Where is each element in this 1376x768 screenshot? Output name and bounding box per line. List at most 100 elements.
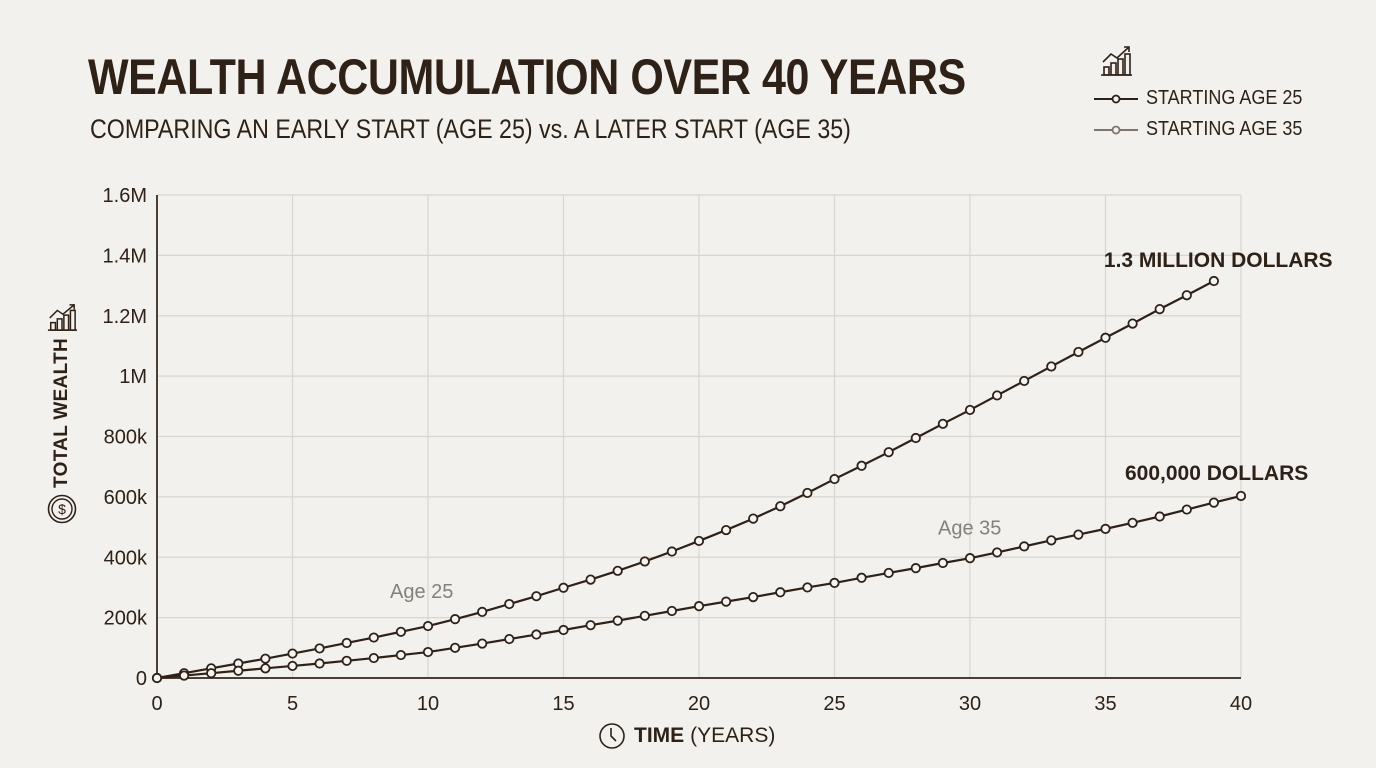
- data-point-marker: [856, 572, 867, 583]
- y-tick-label: 800k: [104, 427, 148, 449]
- data-point-marker: [287, 648, 298, 659]
- data-point-marker: [1154, 304, 1165, 315]
- y-tick-label: 400k: [104, 547, 148, 569]
- legend-line-marker-icon: [1094, 94, 1138, 103]
- data-point-marker: [477, 606, 488, 617]
- data-point-marker: [1127, 318, 1138, 329]
- data-point-marker: [1154, 511, 1165, 522]
- data-point-marker: [612, 565, 623, 576]
- data-point-marker: [937, 418, 949, 429]
- data-point-marker: [422, 620, 434, 632]
- data-point-marker: [287, 660, 298, 672]
- data-point-marker: [775, 587, 786, 598]
- x-tick-label: 15: [552, 693, 574, 715]
- data-point-marker: [748, 513, 759, 524]
- data-point-marker: [639, 610, 650, 621]
- data-point-marker: [910, 563, 921, 574]
- data-point-marker: [1100, 332, 1111, 343]
- data-point-marker: [558, 624, 569, 636]
- bar-chart-trend-icon: [1101, 46, 1132, 76]
- data-point-marker: [693, 601, 705, 612]
- data-point-marker: [179, 670, 190, 681]
- data-point-marker: [395, 626, 406, 637]
- data-point-marker: [477, 638, 488, 649]
- x-axis-label: TIME (YEARS): [598, 722, 775, 750]
- y-tick-label: 1M: [119, 366, 147, 388]
- data-point-marker: [991, 390, 1003, 401]
- data-point-marker: [1046, 535, 1057, 546]
- data-point-marker: [883, 447, 894, 458]
- data-point-marker: [1235, 490, 1247, 502]
- chart-title: WEALTH ACCUMULATION OVER 40 YEARS: [88, 49, 966, 105]
- data-point-marker: [531, 591, 542, 602]
- y-tick-label: 1.6M: [103, 185, 147, 207]
- data-point-marker: [991, 547, 1003, 558]
- legend-label: STARTING AGE 35: [1146, 118, 1303, 140]
- legend-label: STARTING AGE 25: [1146, 87, 1303, 109]
- data-point-marker: [151, 672, 163, 684]
- legend-item-age-25[interactable]: STARTING AGE 25: [1094, 83, 1320, 114]
- data-point-marker: [829, 577, 840, 589]
- data-point-marker: [585, 620, 596, 631]
- series-line-age-25: [156, 280, 1215, 680]
- y-tick-label: 0: [136, 668, 147, 690]
- x-tick-label: 30: [959, 693, 981, 715]
- data-point-marker: [558, 582, 569, 593]
- svg-text:$: $: [58, 501, 66, 517]
- data-point-marker: [748, 591, 759, 603]
- x-tick-label: 10: [417, 693, 439, 715]
- x-axis-title-bold: TIME: [634, 724, 685, 747]
- legend-item-age-35[interactable]: STARTING AGE 35: [1094, 114, 1320, 145]
- data-point-marker: [531, 629, 542, 640]
- data-point-marker: [1100, 523, 1111, 534]
- data-point-marker: [937, 557, 949, 569]
- y-tick-label: 1.2M: [103, 306, 147, 328]
- legend: STARTING AGE 25 STARTING AGE 35: [1094, 42, 1320, 145]
- x-tick-label: 35: [1094, 693, 1116, 715]
- data-point-marker: [1019, 541, 1030, 552]
- data-point-marker: [260, 653, 271, 664]
- x-axis-title-units: (YEARS): [690, 724, 776, 747]
- dollar-coin-icon: $: [47, 494, 77, 524]
- data-point-marker: [666, 605, 678, 617]
- data-point-marker: [693, 535, 705, 547]
- data-point-marker: [1181, 290, 1192, 301]
- y-tick-label: 200k: [104, 608, 148, 630]
- data-point-marker: [449, 642, 461, 653]
- clock-icon: [599, 723, 625, 749]
- data-point-marker: [1208, 275, 1220, 287]
- data-point-marker: [422, 646, 434, 658]
- data-point-marker: [206, 668, 217, 679]
- x-tick-label: 5: [287, 693, 298, 715]
- data-point-marker: [1208, 497, 1220, 508]
- y-axis-label: TOTAL WEALTH $: [40, 302, 84, 542]
- data-point-marker: [395, 649, 406, 661]
- x-tick-label: 0: [151, 693, 162, 715]
- data-point-marker: [1073, 346, 1084, 358]
- data-point-marker: [964, 553, 976, 564]
- data-point-marker: [720, 524, 732, 536]
- chart-subtitle: COMPARING AN EARLY START (AGE 25) vs. A …: [90, 114, 851, 144]
- data-point-marker: [802, 582, 813, 593]
- x-tick-label: 25: [823, 693, 845, 715]
- data-point-marker: [856, 460, 867, 471]
- data-point-marker: [341, 637, 352, 649]
- data-point-marker: [368, 652, 379, 664]
- data-point-marker: [775, 501, 786, 512]
- end-value-annotation: 1.3 MILLION DOLLARS: [1104, 249, 1333, 272]
- data-point-marker: [368, 632, 379, 643]
- data-point-marker: [504, 598, 515, 610]
- series-start-annotation: Age 25: [390, 581, 453, 603]
- data-point-marker: [341, 655, 352, 666]
- data-point-marker: [1019, 375, 1030, 387]
- data-point-marker: [666, 546, 678, 557]
- y-tick-label: 1.4M: [103, 245, 147, 267]
- data-point-marker: [1181, 504, 1192, 515]
- x-tick-label: 40: [1230, 693, 1252, 715]
- x-tick-label: 20: [688, 693, 710, 715]
- data-point-marker: [910, 432, 921, 444]
- data-point-marker: [829, 473, 840, 485]
- data-point-marker: [720, 596, 732, 607]
- data-point-marker: [260, 663, 271, 674]
